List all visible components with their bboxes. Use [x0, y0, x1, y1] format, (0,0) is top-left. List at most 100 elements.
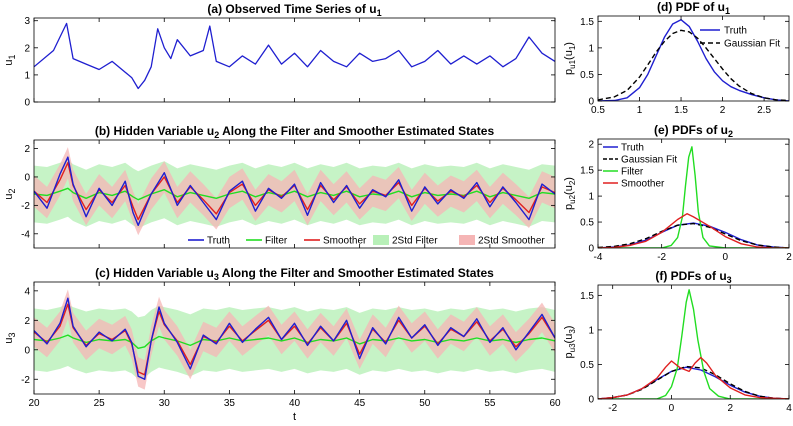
panel-e: 0 0.5 1 1.5 2 -4 -2 0 2 (e) PDFs of u2 pu2(u2) Trut… — [563, 123, 792, 263]
x-tick-label: 35 — [224, 398, 236, 409]
y-tick-label: 3 — [24, 16, 30, 27]
y-tick-label: 0.5 — [580, 70, 594, 81]
y-tick-label: 1.5 — [580, 17, 594, 28]
x-tick-label: 60 — [549, 398, 561, 409]
legend: Truth Gaussian Fit — [700, 26, 780, 50]
legend-label: Filter — [621, 167, 644, 178]
plot-area-d — [598, 19, 789, 101]
panel-title: (b) Hidden Variable u2 Along the Filter … — [95, 124, 495, 140]
series-gaussian-fit-line — [598, 365, 789, 399]
series-filter-line — [598, 146, 789, 248]
panel-title: (c) Hidden Variable u3 Along the Filter … — [95, 266, 494, 282]
legend-label: Truth — [621, 143, 644, 154]
x-tick-label: 0.5 — [591, 105, 605, 116]
legend-label: Gaussian Fit — [724, 39, 780, 50]
y-tick-label: 0 — [24, 345, 30, 356]
y-tick-label: -4 — [21, 229, 30, 240]
panel-title: (e) PDFs of u2 — [654, 123, 733, 139]
series-filter-line — [598, 289, 789, 399]
x-tick-label: 4 — [786, 403, 792, 414]
x-axis-label: t — [293, 411, 296, 423]
legend-label: Gaussian Fit — [621, 155, 677, 166]
x-tick-label: 0 — [723, 252, 729, 263]
y-tick-label: 0.5 — [580, 360, 594, 371]
axes-box — [597, 138, 790, 249]
x-tick-label: 1 — [637, 105, 643, 116]
y-tick-label: 0.5 — [580, 218, 594, 229]
band-2std-smoother — [34, 289, 555, 390]
x-tick-label: -4 — [594, 252, 603, 263]
y-tick-label: 1.5 — [580, 166, 594, 177]
y-tick-label: 0 — [24, 172, 30, 183]
y-tick-label: -2 — [21, 375, 30, 386]
panel-f: 0 0.5 1 1.5 -2 0 2 4 (f) PDFs of u3 pu3(u3) — [563, 269, 792, 414]
series-truth-line — [34, 297, 555, 380]
series-gaussian-fit-line — [598, 222, 789, 248]
legend-item-2std-smoother: 2Std Smoother — [459, 235, 545, 247]
y-tick-label: 2 — [24, 43, 30, 54]
legend: Truth Filter Smoother 2Std Filter 2Std Smoot… — [188, 235, 545, 247]
legend-label: 2Std Filter — [392, 236, 438, 247]
series-truth-line — [598, 19, 789, 101]
x-tick-label: 45 — [354, 398, 366, 409]
panel-c: -2 0 2 4 20 25 30 35 40 45 50 55 60 (c) Hidden Variab… — [3, 266, 561, 423]
y-tick-label: 1 — [588, 43, 594, 54]
legend-item-filter: Filter — [246, 236, 288, 247]
series-truth-line — [34, 22, 555, 90]
y-tick-label: 1 — [24, 70, 30, 81]
legend-item-smoother: Smoother — [304, 236, 367, 247]
y-axis-label: pu3(u3) — [563, 326, 577, 359]
y-tick-label: 4 — [24, 286, 30, 297]
panel-a: 0 1 2 3 (a) Observed Time Series of u1 u1 — [3, 2, 556, 109]
x-tick-label: 50 — [419, 398, 431, 409]
x-tick-label: 2 — [727, 403, 733, 414]
legend-item-gaussian-fit: Gaussian Fit — [700, 39, 780, 50]
y-tick-label: 0 — [24, 98, 30, 109]
series-smoother-line — [34, 161, 555, 221]
legend-item-truth: Truth — [603, 143, 644, 154]
legend-label: Smoother — [323, 236, 367, 247]
y-tick-label: 0 — [588, 395, 594, 406]
panel-title: (f) PDFs of u3 — [655, 269, 731, 285]
series-smoother-line — [598, 212, 789, 248]
y-tick-label: 1 — [588, 325, 594, 336]
legend-label: 2Std Smoother — [478, 236, 545, 247]
x-tick-label: 2 — [786, 252, 792, 263]
axes-box — [597, 284, 790, 400]
y-tick-label: 2 — [588, 140, 594, 151]
plot-area-b — [34, 147, 555, 236]
legend-swatch — [373, 235, 389, 245]
y-axis-label: u1 — [3, 54, 17, 65]
y-tick-label: 0 — [588, 244, 594, 255]
x-tick-label: -2 — [657, 252, 666, 263]
series-smoother-line — [598, 356, 789, 399]
y-axis-label: pu2(u2) — [563, 177, 577, 210]
x-tick-label: 25 — [94, 398, 106, 409]
panel-title: (a) Observed Time Series of u1 — [207, 2, 381, 18]
y-tick-label: 1.5 — [580, 291, 594, 302]
legend-item-gaussian-fit: Gaussian Fit — [603, 155, 677, 166]
y-axis-label: u3 — [3, 332, 17, 343]
plot-area-a — [34, 22, 555, 90]
series-filter-line — [34, 334, 555, 349]
legend-label: Truth — [724, 26, 747, 37]
x-tick-label: 20 — [28, 398, 40, 409]
x-tick-label: -2 — [608, 403, 617, 414]
legend-label: Truth — [207, 236, 230, 247]
legend-item-truth: Truth — [188, 236, 230, 247]
legend-item-filter: Filter — [603, 167, 644, 178]
panel-d: 00.511.50.5 1 1.5 2 2.5(d) PDF of u1pu1(u1)T… — [563, 0, 790, 116]
x-tick-label: 2.5 — [757, 105, 771, 116]
panel-title: (d) PDF of u1 — [657, 0, 730, 16]
y-tick-label: -2 — [21, 201, 30, 212]
legend-item-2std-filter: 2Std Filter — [373, 235, 438, 247]
legend-label: Filter — [265, 236, 288, 247]
y-axis-label: pu1(u1) — [563, 42, 577, 75]
x-tick-label: 55 — [484, 398, 496, 409]
x-tick-label: 30 — [159, 398, 171, 409]
series-truth-line — [598, 366, 789, 399]
x-tick-label: 2 — [720, 105, 726, 116]
y-tick-label: 0 — [588, 97, 594, 108]
